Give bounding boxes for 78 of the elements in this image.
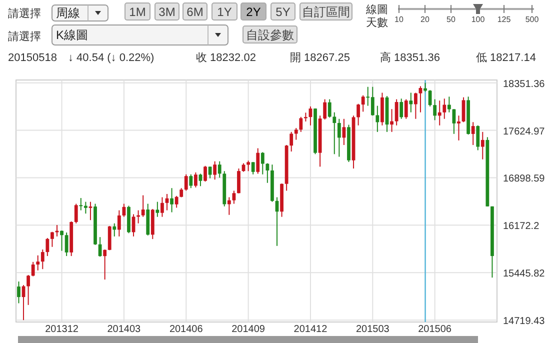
candlestick bbox=[198, 173, 202, 187]
candlestick bbox=[480, 131, 484, 160]
candlestick bbox=[337, 118, 341, 158]
candlestick bbox=[246, 160, 250, 172]
candlestick bbox=[332, 112, 336, 155]
candlestick bbox=[79, 198, 83, 211]
x-tick-label: 201312 bbox=[45, 324, 79, 335]
candlestick bbox=[112, 222, 116, 237]
candlestick bbox=[409, 92, 413, 113]
candlestick bbox=[31, 261, 35, 277]
candlestick bbox=[400, 98, 404, 120]
candlestick bbox=[184, 174, 188, 192]
candlestick bbox=[328, 98, 332, 118]
y-tick-label: 18351.36 bbox=[503, 78, 546, 90]
candlestick bbox=[103, 249, 107, 280]
candlestick bbox=[60, 230, 64, 252]
candlestick bbox=[433, 98, 437, 121]
x-tick-label: 201409 bbox=[232, 324, 266, 335]
candlestick bbox=[227, 196, 231, 216]
candlestick bbox=[394, 98, 398, 126]
candlestick bbox=[361, 94, 365, 112]
candlestick bbox=[294, 128, 298, 140]
candlestick bbox=[256, 148, 260, 174]
candlestick bbox=[36, 254, 40, 271]
y-tick-label: 17624.97 bbox=[503, 126, 546, 138]
candlestick bbox=[26, 274, 30, 306]
candlestick bbox=[260, 152, 264, 175]
candlestick bbox=[64, 232, 68, 257]
candlestick bbox=[404, 98, 408, 120]
candlestick bbox=[17, 281, 20, 304]
candlestick bbox=[290, 131, 294, 152]
candlestick bbox=[356, 103, 360, 126]
y-tick-label: 14719.43 bbox=[503, 316, 546, 328]
y-tick-label: 16172.2 bbox=[503, 221, 540, 232]
candlestick bbox=[50, 231, 54, 248]
x-tick-label: 201506 bbox=[418, 324, 452, 335]
candlestick bbox=[189, 174, 193, 189]
y-tick-label: 15445.82 bbox=[503, 268, 546, 280]
candlestick bbox=[174, 195, 178, 208]
candlestick bbox=[40, 249, 44, 270]
candlestick bbox=[471, 122, 475, 146]
candlestick bbox=[218, 160, 222, 178]
candlestick bbox=[323, 98, 327, 120]
candlestick bbox=[194, 172, 198, 188]
candlestick bbox=[170, 188, 174, 213]
x-tick-label: 201403 bbox=[107, 324, 142, 335]
candlestick bbox=[208, 166, 212, 179]
candlestick bbox=[442, 98, 446, 120]
candlestick bbox=[414, 92, 418, 120]
candlestick bbox=[55, 224, 59, 237]
candlestick bbox=[204, 165, 207, 182]
y-tick-label: 16898.59 bbox=[503, 174, 546, 185]
candlestick bbox=[88, 201, 92, 221]
controls: 請選擇 周線 1M 3M 6M 1Y 2Y 5Y 自訂區間 線圖 天數 10 20 50 100 125 500 請選擇 K線圖 自設參數 20150518 ↓ 40.54 (↓ 0.22%) 收 18232.02 開 18267.25 高 18351.36 低 18217.14 bbox=[8, 2, 539, 64]
candlestick bbox=[160, 196, 164, 218]
candlestick bbox=[447, 96, 451, 113]
candlestick bbox=[46, 238, 50, 257]
candlestick bbox=[476, 124, 480, 151]
candlestick bbox=[390, 108, 394, 132]
candlestick bbox=[266, 162, 270, 184]
candlestick bbox=[74, 203, 78, 224]
candlestick bbox=[251, 161, 255, 175]
candlestick bbox=[84, 201, 88, 214]
candlestick bbox=[156, 201, 160, 218]
candlestick bbox=[232, 190, 236, 204]
candlestick bbox=[376, 105, 380, 132]
candlestick bbox=[299, 116, 303, 132]
candlestick bbox=[117, 210, 121, 237]
x-tick-label: 201412 bbox=[294, 324, 328, 335]
candlestick bbox=[237, 168, 240, 194]
candlestick bbox=[213, 160, 217, 180]
x-tick-label: 201503 bbox=[356, 324, 390, 335]
candlestick bbox=[457, 115, 460, 141]
candlestick bbox=[141, 194, 145, 218]
candlestick bbox=[108, 225, 112, 251]
candlestick bbox=[438, 100, 442, 126]
candlestick bbox=[418, 86, 422, 113]
x-tick-label: 201406 bbox=[169, 324, 204, 335]
